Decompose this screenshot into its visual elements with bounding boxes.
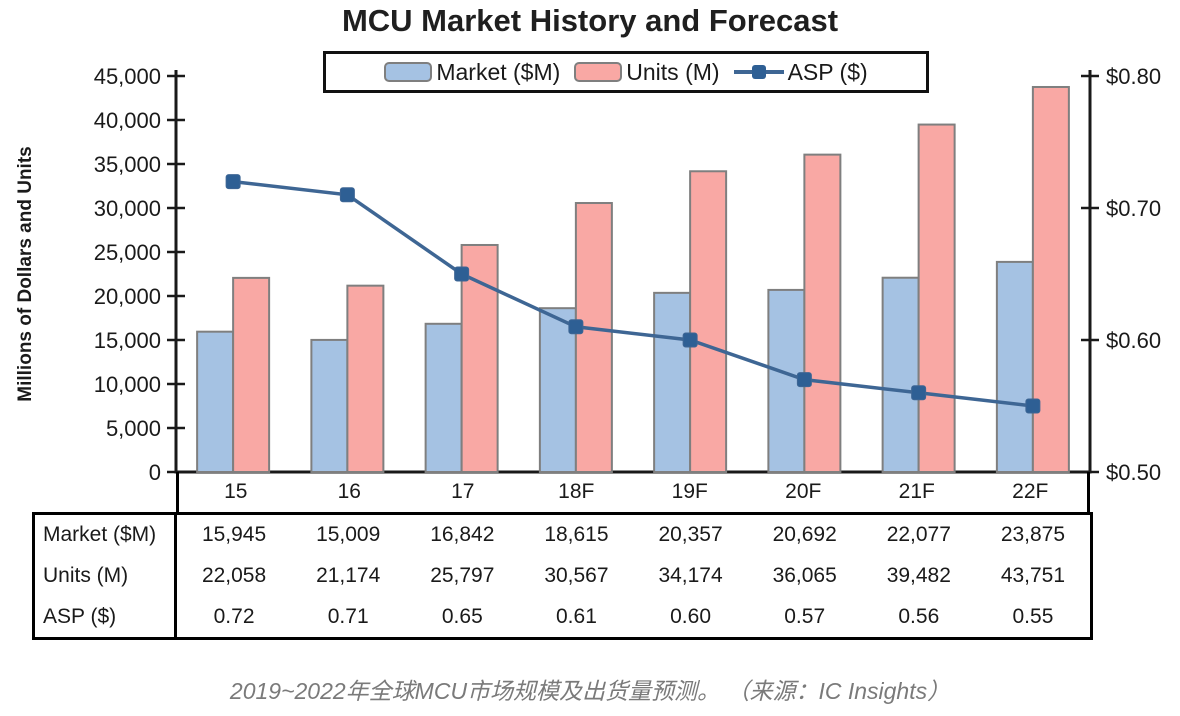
table-row-label: Market ($M) [35,515,177,556]
bar-units-15 [232,276,271,473]
table-cell: 0.71 [327,604,369,628]
asp-marker-21F [911,385,927,401]
table-cell: 0.61 [556,604,597,628]
left-axis-tick-label: 25,000 [94,240,161,265]
x-axis-label-19F: 19F [671,480,708,503]
right-axis-tick-label: $0.60 [1106,328,1161,353]
bar-units-21F [917,123,956,473]
asp-marker-17 [454,266,470,282]
x-axis-label-22F: 22F [1012,480,1049,503]
left-axis-tick-label: 40,000 [94,108,161,133]
left-axis-tick-label: 15,000 [94,328,161,353]
units-swatch-icon [574,62,623,82]
asp-marker-22F [1025,398,1041,414]
bar-market-19F [653,291,692,473]
table-cell: 0.56 [898,604,940,628]
table-cell: 0.55 [1012,604,1054,628]
bar-units-18F [574,202,613,473]
table-cell: 39,482 [886,563,951,587]
asp-marker-18F [568,319,584,335]
bar-units-16 [346,284,385,473]
table-cell: 0.57 [784,604,826,628]
bar-units-19F [689,170,728,473]
left-axis-tick-label: 35,000 [94,152,161,177]
table-row-label: Units (M) [35,555,177,597]
asp-marker-15 [225,174,241,190]
left-axis-tick-label: 0 [149,460,161,485]
x-axis-label-17: 17 [451,480,475,503]
bar-market-15 [196,330,235,473]
table-cell: 36,065 [772,563,837,587]
table-cell: 0.65 [441,604,483,628]
plot-area: 0 5,000 10,000 15,000 20,000 25,000 30,000 35,0… [94,64,1161,485]
asp-marker-19F [682,332,698,348]
legend-label-units: Units (M) [626,58,720,85]
asp-legend-square [751,65,766,79]
bar-market-18F [538,307,577,473]
left-axis-tick-label: 30,000 [94,196,161,221]
legend-label-market: Market ($M) [436,58,561,85]
table-cell: 0.60 [670,604,711,628]
left-axis-tick-label: 20,000 [94,284,161,309]
legend-item-market: Market ($M) [384,59,560,86]
table-cell: 0.72 [213,604,255,628]
table-row-label: ASP ($) [35,596,177,637]
left-axis-tick-label: 5,000 [106,416,161,441]
asp-line [232,179,1034,408]
bar-market-21F [881,276,920,474]
table-cell: 43,751 [1000,563,1066,587]
table-cell: 15,945 [201,523,267,547]
x-axis-label-18F: 18F [558,480,595,503]
bar-market-17 [424,322,463,473]
table-cell: 30,567 [544,563,609,587]
right-axis-tick-label: $0.70 [1106,196,1161,221]
asp-marker-20F [796,372,812,388]
right-axis-tick-label: $0.50 [1106,460,1161,485]
table-cell: 23,875 [1000,523,1066,547]
market-swatch-icon [384,62,433,82]
table-cell: 22,058 [201,563,267,587]
left-axis-tick-label: 10,000 [94,372,161,397]
bar-units-22F [1031,85,1070,473]
table-cell: 25,797 [430,563,495,587]
table-cell: 22,077 [886,523,951,547]
chart-title: MCU Market History and Forecast [341,3,839,38]
right-axis-tick-label: $0.80 [1106,64,1161,89]
table-cell: 15,009 [316,523,381,547]
table-cell: 34,174 [658,563,723,587]
x-axis-label-20F: 20F [785,480,822,503]
data-table: Market ($M) 15,945 15,009 16,842 18,615 20,35… [32,512,1093,640]
bar-market-16 [310,338,349,473]
table-cell: 18,615 [544,523,609,547]
chart-legend: Market ($M) Units (M) ASP ($) [323,51,929,93]
table-cell: 21,174 [316,563,381,587]
asp-marker-16 [339,187,355,203]
table-cell: 20,357 [658,523,723,547]
x-axis-labels-row: 15 16 17 18F 19F 20F 21F 22F [176,472,1090,512]
figure-caption: 2019~2022年全球MCU市场规模及出货量预测。 （来源：IC Insigh… [229,678,951,704]
asp-line-marker-icon [733,64,784,80]
bar-units-20F [803,153,842,474]
bar-market-22F [995,260,1034,473]
x-axis-label-16: 16 [337,480,361,503]
legend-label-asp: ASP ($) [787,58,868,85]
table-cell: 16,842 [430,523,495,547]
x-axis-label-21F: 21F [898,480,935,503]
left-axis-tick-label: 45,000 [94,64,161,89]
table-cell: 20,692 [772,523,837,547]
x-axis-label-15: 15 [224,480,248,503]
legend-item-asp: ASP ($) [733,58,868,86]
legend-item-units: Units (M) [574,58,720,86]
